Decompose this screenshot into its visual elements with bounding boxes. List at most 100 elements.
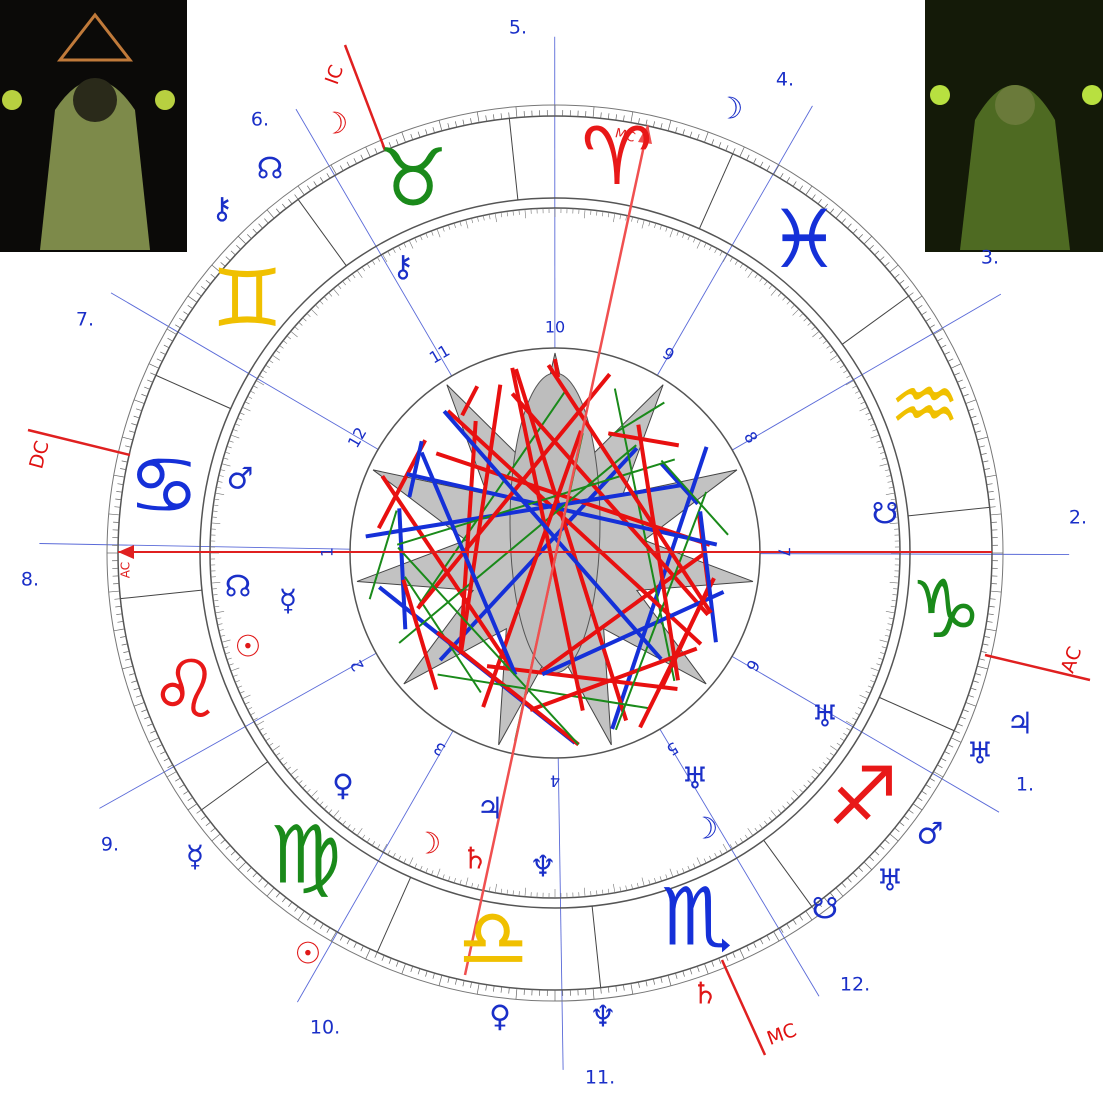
degree-tick (141, 393, 148, 397)
degree-tick (855, 712, 860, 716)
degree-tick (237, 417, 243, 421)
degree-tick (205, 279, 211, 285)
degree-tick (256, 720, 265, 726)
degree-tick (328, 809, 333, 814)
degree-tick (447, 976, 450, 983)
degree-tick (986, 483, 993, 485)
degree-tick (777, 292, 782, 297)
degree-tick (492, 114, 495, 121)
degree-tick (237, 861, 247, 871)
degree-tick (847, 877, 852, 883)
degree-tick (230, 667, 240, 672)
degree-tick (117, 483, 124, 485)
degree-tick (786, 923, 791, 929)
degree-tick (768, 817, 773, 822)
degree-tick (228, 663, 234, 666)
degree-tick (732, 952, 736, 958)
degree-tick (865, 412, 871, 415)
degree-tick (654, 222, 657, 228)
degree-tick (166, 771, 177, 778)
degree-tick (347, 277, 351, 282)
degree-tick (836, 359, 842, 364)
degree-tick (970, 687, 977, 691)
sign-divider (879, 696, 955, 732)
degree-tick (799, 313, 804, 318)
degree-tick (315, 797, 320, 802)
degree-tick (136, 408, 142, 412)
degree-tick (892, 510, 898, 512)
degree-tick (196, 292, 202, 297)
degree-tick (803, 784, 808, 789)
degree-tick (874, 850, 880, 856)
degree-tick (826, 345, 831, 349)
degree-tick (703, 242, 707, 248)
degree-tick (210, 827, 216, 833)
degree-tick (414, 863, 417, 869)
degree-tick (865, 691, 871, 694)
house-number: 3. (981, 247, 999, 269)
degree-tick (232, 674, 238, 677)
degree-tick (494, 213, 497, 223)
planet-glyph: ☽ (322, 107, 349, 142)
degree-tick (676, 870, 679, 876)
degree-tick (884, 262, 890, 267)
degree-tick (950, 363, 962, 369)
degree-tick (870, 680, 875, 683)
degree-tick (217, 480, 223, 483)
degree-tick (442, 874, 445, 880)
planet-glyph: ♄ (692, 977, 719, 1012)
hood-left (73, 78, 117, 122)
degree-tick (319, 923, 324, 929)
degree-tick (494, 883, 497, 893)
degree-tick (799, 185, 804, 191)
degree-tick (187, 304, 193, 309)
aspect-line (458, 420, 478, 651)
degree-tick (940, 757, 947, 762)
planet-glyph: ☽ (717, 92, 744, 127)
degree-tick (675, 972, 678, 979)
degree-tick (431, 230, 434, 236)
degree-tick (754, 827, 759, 833)
figure-left (40, 80, 150, 250)
house-cusp (110, 292, 379, 450)
house-cusp (295, 108, 453, 377)
degree-tick (978, 445, 985, 448)
degree-tick (224, 652, 230, 655)
angle-line (720, 959, 767, 1056)
degree-tick (631, 884, 633, 890)
degree-tick (600, 987, 602, 994)
degree-tick (141, 709, 148, 713)
degree-tick (675, 127, 678, 134)
degree-tick (600, 112, 602, 119)
zodiac-sign: ♋ (128, 439, 200, 532)
degree-tick (253, 385, 258, 389)
aspect-line (486, 664, 678, 691)
degree-tick (822, 340, 828, 344)
degree-tick (438, 120, 443, 131)
degree-tick (333, 810, 340, 818)
house-number: 8. (21, 569, 39, 591)
degree-tick (377, 257, 381, 262)
aspect-line (481, 430, 583, 708)
degree-tick (353, 158, 357, 164)
degree-tick (933, 328, 944, 335)
planet-glyph: ☉ (295, 937, 322, 972)
degree-tick (117, 621, 124, 623)
degree-tick (929, 777, 935, 782)
house-cusp (99, 652, 377, 809)
degree-tick (660, 123, 663, 130)
degree-tick (339, 935, 344, 941)
degree-tick (768, 284, 773, 289)
inner-house-number: 5 (663, 738, 682, 760)
aspect-line (529, 646, 698, 712)
degree-tick (214, 605, 220, 608)
degree-tick (356, 270, 363, 278)
degree-tick (226, 446, 232, 449)
degree-tick (870, 423, 875, 426)
aspect-line (546, 364, 713, 614)
degree-tick (432, 127, 435, 134)
degree-tick (648, 221, 651, 227)
degree-tick (425, 868, 428, 873)
degree-tick (894, 273, 900, 279)
degree-tick (306, 313, 311, 318)
